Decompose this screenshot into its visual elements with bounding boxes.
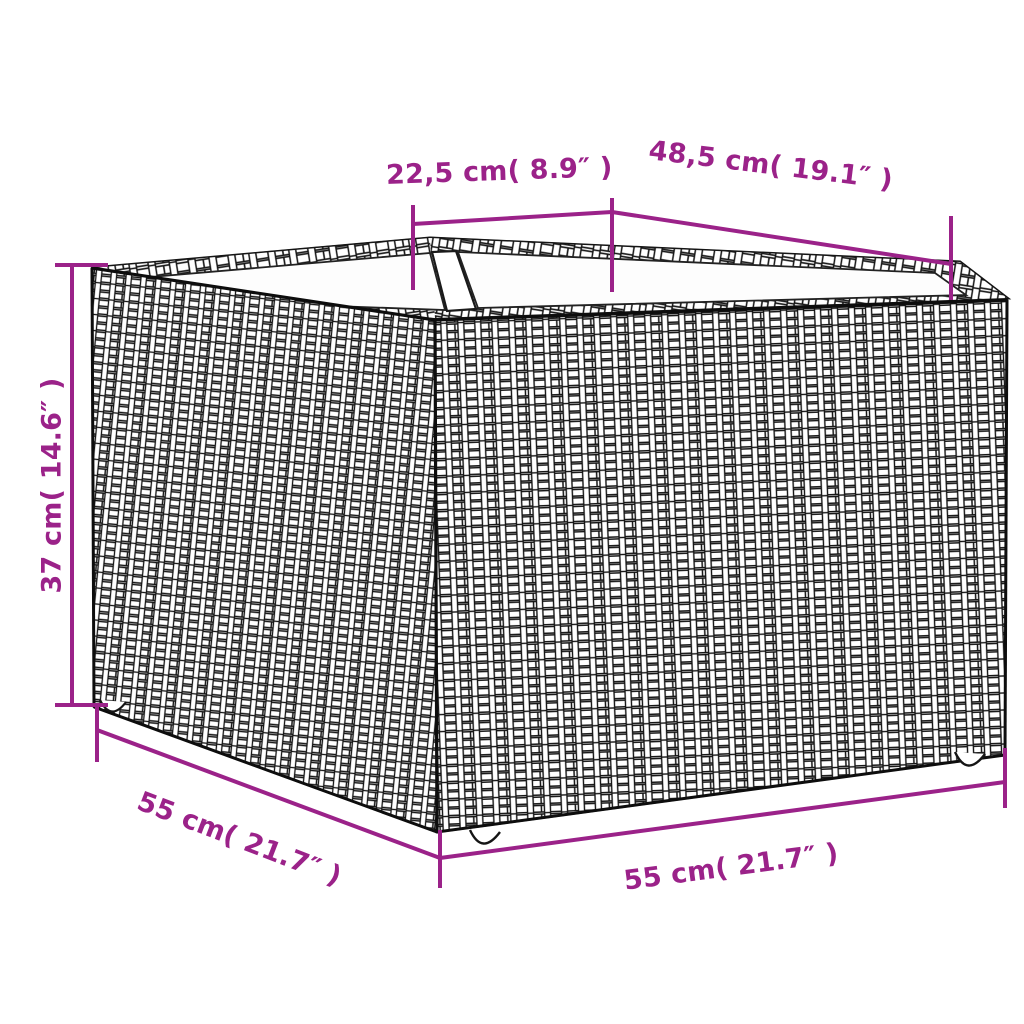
dimline-width bbox=[439, 780, 1006, 860]
dimline-top-left-segment bbox=[412, 210, 613, 226]
table-front-corner-edge bbox=[433, 319, 439, 833]
dimension-label-height: 37 cm( 14.6″ ) bbox=[36, 377, 68, 594]
table-left-back-edge bbox=[90, 267, 96, 708]
dimline-depth bbox=[96, 728, 441, 860]
front-face-weave bbox=[435, 300, 1007, 832]
foot-front-left bbox=[468, 829, 501, 845]
left-face-weave bbox=[92, 268, 437, 832]
table-right-edge bbox=[1003, 299, 1009, 756]
dimension-lines bbox=[55, 198, 1007, 888]
foot-front-right bbox=[953, 751, 986, 767]
table-bottom-edge bbox=[93, 705, 1006, 834]
dimline-top-right-segment bbox=[611, 210, 952, 266]
